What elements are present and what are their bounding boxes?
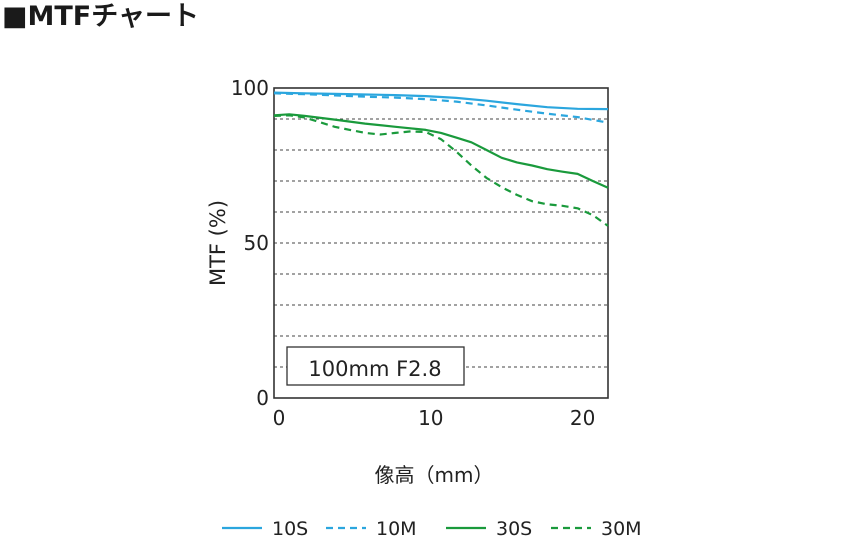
x-axis-label: 像高（mm） (375, 463, 494, 487)
page-title: ■MTFチャート (2, 1, 199, 32)
y-tick-labels: 0 50 100 (231, 76, 269, 410)
legend-label-10S: 10S (272, 518, 308, 540)
x-tick-label-20: 20 (570, 406, 595, 430)
series-line-30S (273, 113, 609, 189)
gridlines (274, 118, 608, 368)
x-tick-label-0: 0 (273, 406, 286, 430)
x-tick-label-10: 10 (418, 406, 443, 430)
annotation-box-frame (286, 346, 465, 386)
series-line-10S (273, 91, 609, 111)
y-tick-label-50: 50 (244, 231, 269, 255)
legend-label-30S: 30S (496, 518, 532, 540)
y-tick-label-0: 0 (256, 386, 269, 410)
annotation-label: 100mm F2.8 (308, 357, 441, 381)
legend-label-10M: 10M (376, 518, 417, 540)
series-line-30M (273, 114, 609, 227)
legend-label-30M: 30M (601, 518, 642, 540)
series-lines (273, 91, 609, 227)
y-tick-label-100: 100 (231, 76, 269, 100)
legend: 10S 10M 30S 30M (222, 518, 642, 540)
annotation-box: 100mm F2.8 (286, 346, 465, 386)
x-tick-labels: 0 10 20 (273, 406, 596, 430)
y-axis-label: MTF (%) (206, 200, 230, 286)
series-line-10M (273, 92, 609, 124)
plot-area-frame (273, 87, 609, 399)
